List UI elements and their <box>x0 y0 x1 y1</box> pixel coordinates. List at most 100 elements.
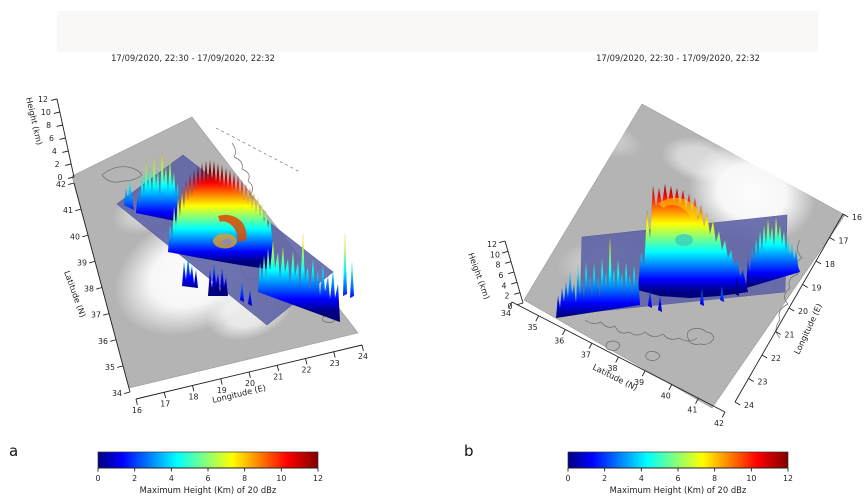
coastline-peloponnese-b <box>686 328 715 345</box>
tick-mark <box>305 358 308 365</box>
tick-label: 39 <box>634 378 644 387</box>
echo-top-surface-b <box>555 183 801 319</box>
echo-red-arc-a <box>218 214 247 242</box>
echo-spiral-core-a <box>167 159 275 271</box>
tick-mark <box>761 354 768 359</box>
tick-mark <box>588 343 593 349</box>
panel-b-title: 17/09/2020, 22:30 - 17/09/2020, 22:32 <box>596 53 760 63</box>
tick-mark <box>110 339 117 342</box>
tick-mark <box>333 351 336 358</box>
tick-label: 37 <box>91 311 101 320</box>
tick-label: 8 <box>712 474 717 483</box>
tick-label: 19 <box>812 284 822 293</box>
tick-mark <box>135 398 138 405</box>
tick-label: 10 <box>490 250 500 259</box>
tick-label: 6 <box>49 134 54 143</box>
longitude-axis-b: 16 17 18 19 20 21 22 23 24 <box>734 213 862 410</box>
tick-mark <box>734 401 741 406</box>
tick-label: 6 <box>499 271 504 280</box>
tick-label: 34 <box>112 389 122 398</box>
panel-b: 17/09/2020, 22:30 - 17/09/2020, 22:32 <box>464 53 862 495</box>
tick-mark <box>842 213 849 218</box>
tick-mark <box>96 287 103 290</box>
tick-label: 18 <box>825 260 835 269</box>
tick-label: 38 <box>608 364 618 373</box>
tick-label: 20 <box>798 307 808 316</box>
tick-label: 35 <box>528 323 538 332</box>
tick-label: 40 <box>70 232 80 241</box>
tick-label: 24 <box>358 352 368 361</box>
tick-label: 10 <box>746 474 756 483</box>
tick-mark <box>124 391 131 395</box>
echo-fringe-south-a <box>181 255 199 289</box>
coastline-island2-b <box>645 351 661 361</box>
tick-label: 2 <box>132 474 137 483</box>
colorbar-label-b: Maximum Height (Km) of 20 dBz <box>610 485 747 495</box>
echo-spike-blue1-a <box>239 281 245 303</box>
tick-mark <box>748 378 754 382</box>
tick-mark <box>192 385 195 392</box>
tick-mark <box>802 284 808 288</box>
tick-mark <box>163 392 167 399</box>
tick-mark <box>59 137 66 140</box>
colorbar-gradient-b <box>567 451 789 469</box>
tick-mark <box>82 234 89 238</box>
echo-top-surface-a <box>123 151 355 323</box>
tick-label: 23 <box>758 378 768 387</box>
colorbar-axis-b: 0 2 4 6 8 10 12 <box>566 467 793 483</box>
tick-label: 36 <box>98 337 108 346</box>
tick-mark <box>511 281 518 285</box>
colorbar-axis-a: 0 2 4 6 8 10 12 <box>96 467 323 483</box>
tick-mark <box>502 250 509 254</box>
tick-label: 24 <box>744 401 754 410</box>
tick-label: 41 <box>63 206 73 215</box>
tick-label: 17 <box>839 237 849 246</box>
tick-label: 22 <box>771 354 781 363</box>
tick-label: 42 <box>56 180 66 189</box>
tick-mark <box>505 261 512 264</box>
tick-label: 12 <box>313 474 323 483</box>
tick-mark <box>721 411 726 418</box>
tick-mark <box>248 371 251 378</box>
echo-spike-blue5-b <box>734 275 740 297</box>
tick-mark <box>615 356 619 363</box>
tick-label: 2 <box>602 474 607 483</box>
tick-label: 23 <box>330 359 340 368</box>
tick-mark <box>829 237 835 241</box>
tick-label: 22 <box>302 366 312 375</box>
echo-eye-a <box>222 239 232 245</box>
echo-spikes-east-cluster-b <box>745 215 801 289</box>
echo-spikes-nw-cluster-a <box>135 151 181 223</box>
tick-label: 6 <box>676 474 681 483</box>
colorbar-b: 0 2 4 6 8 10 12 Maximum Height (Km) of 20 dBz <box>566 451 793 495</box>
colorbar-gradient-a <box>97 451 319 469</box>
panel-a: 17/09/2020, 22:30 - 17/09/2020, 22:32 <box>9 53 368 495</box>
tick-label: 6 <box>206 474 211 483</box>
tick-label: 36 <box>554 337 564 346</box>
tick-mark <box>117 365 124 368</box>
tick-label: 0 <box>58 173 63 182</box>
latitude-axis-a: 42 41 40 39 38 37 36 35 34 <box>56 180 131 398</box>
tick-label: 10 <box>276 474 286 483</box>
tick-label: 8 <box>242 474 247 483</box>
latitude-axis-label-a: Latitude (N) <box>62 269 88 318</box>
tick-label: 40 <box>661 392 671 401</box>
tick-label: 4 <box>502 281 507 290</box>
tick-label: 19 <box>217 386 227 395</box>
tick-mark <box>50 98 58 101</box>
tick-label: 34 <box>501 309 511 318</box>
tick-mark <box>508 301 513 308</box>
tick-label: 12 <box>38 95 48 104</box>
tick-label: 16 <box>852 213 862 222</box>
tick-mark <box>508 271 515 275</box>
tick-mark <box>775 331 781 335</box>
panel-letter-b: b <box>464 442 474 460</box>
tick-mark <box>89 260 96 264</box>
latitude-axis-b: 34 35 36 37 38 39 40 41 42 <box>501 301 726 428</box>
tick-label: 21 <box>273 372 283 381</box>
cloud-patch <box>557 112 643 158</box>
tick-label: 42 <box>714 419 724 428</box>
tick-label: 12 <box>487 240 497 249</box>
